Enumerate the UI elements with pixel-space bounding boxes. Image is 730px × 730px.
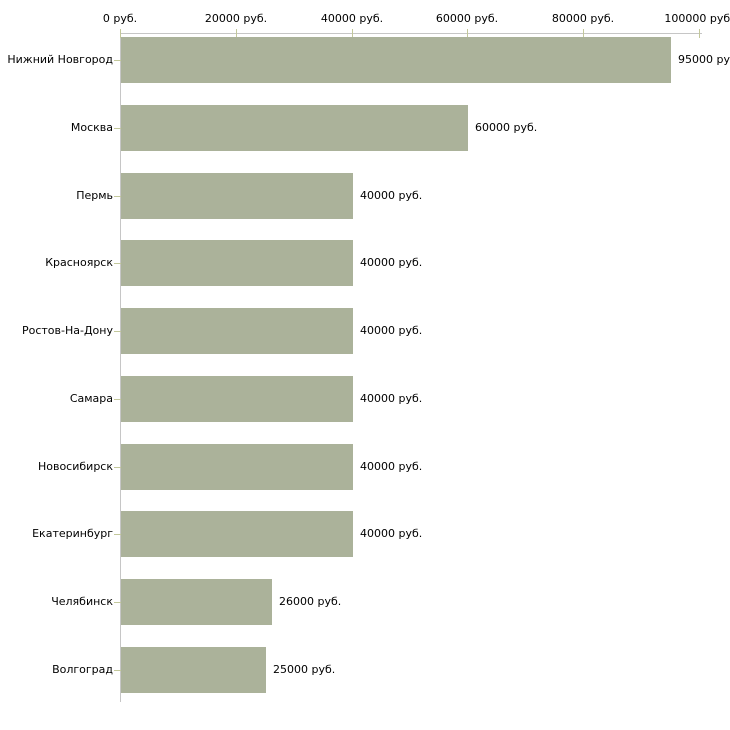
x-axis-tick-label: 60000 руб.: [435, 12, 499, 25]
bar: [121, 37, 671, 83]
value-label: 26000 руб.: [279, 595, 342, 608]
x-axis-tick: [699, 29, 700, 38]
value-label: 40000 руб.: [360, 256, 423, 269]
y-axis-line: [120, 33, 121, 702]
category-label: Волгоград: [52, 663, 113, 676]
x-axis-tick: [583, 29, 584, 38]
y-axis-tick: [114, 331, 123, 332]
x-axis-tick-label: 80000 руб.: [551, 12, 615, 25]
y-axis-tick: [114, 263, 123, 264]
y-axis-tick: [114, 399, 123, 400]
value-label: 40000 руб.: [360, 392, 423, 405]
bar: [121, 444, 353, 490]
x-axis-line: [120, 33, 702, 34]
y-axis-tick: [114, 60, 123, 61]
value-label: 40000 руб.: [360, 527, 423, 540]
category-label: Самара: [69, 392, 113, 405]
value-label: 40000 руб.: [360, 324, 423, 337]
y-axis-tick: [114, 670, 123, 671]
y-axis-tick: [114, 196, 123, 197]
x-axis-tick-label: 0 руб.: [102, 12, 138, 25]
x-axis-tick-label: 20000 руб.: [204, 12, 268, 25]
category-label: Челябинск: [51, 595, 113, 608]
bar: [121, 511, 353, 557]
bar: [121, 647, 266, 693]
bar: [121, 579, 272, 625]
bar: [121, 105, 468, 151]
value-label: 25000 руб.: [273, 663, 336, 676]
bar: [121, 308, 353, 354]
category-label: Новосибирск: [37, 460, 113, 473]
value-label: 60000 руб.: [475, 121, 538, 134]
y-axis-tick: [114, 467, 123, 468]
category-label: Москва: [70, 121, 113, 134]
value-label: 40000 руб.: [360, 189, 423, 202]
value-label: 40000 руб.: [360, 460, 423, 473]
category-label: Екатеринбург: [32, 527, 113, 540]
category-label: Нижний Новгород: [7, 53, 113, 66]
x-axis-tick: [236, 29, 237, 38]
x-axis-tick: [120, 29, 121, 38]
x-axis-tick: [467, 29, 468, 38]
category-label: Пермь: [76, 189, 113, 202]
y-axis-tick: [114, 534, 123, 535]
y-axis-tick: [114, 602, 123, 603]
y-axis-tick: [114, 128, 123, 129]
bar: [121, 376, 353, 422]
category-label: Ростов-На-Дону: [21, 324, 113, 337]
x-axis-tick: [352, 29, 353, 38]
category-label: Красноярск: [45, 256, 113, 269]
x-axis-tick-label: 40000 руб.: [320, 12, 384, 25]
bar: [121, 240, 353, 286]
bar: [121, 173, 353, 219]
value-label: 95000 руб.: [678, 53, 730, 66]
x-axis-tick-label: 100000 руб.: [664, 12, 730, 25]
